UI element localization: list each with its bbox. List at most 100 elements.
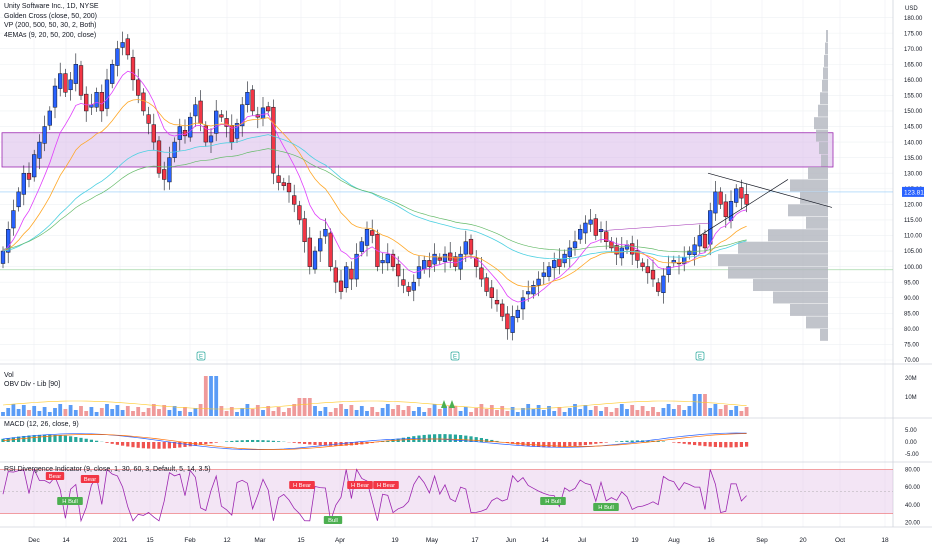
macd-histogram-bar — [745, 442, 749, 447]
candle-up — [120, 42, 125, 48]
macd-histogram-bar — [724, 442, 728, 448]
time-tick-label: 12 — [223, 537, 231, 544]
macd-histogram-bar — [568, 442, 572, 447]
macd-histogram-bar — [303, 442, 307, 444]
macd-histogram-bar — [459, 435, 463, 442]
time-tick-label: Aug — [668, 537, 680, 544]
volume-bar-up — [458, 411, 463, 416]
vol-tick-label: 10M — [905, 395, 917, 401]
indicator-volume-profile[interactable]: VP (200, 500, 50, 30, 2, Both) — [4, 22, 97, 29]
volume-bar-down — [198, 404, 203, 416]
volume-bar-down — [219, 406, 224, 416]
macd-histogram-bar — [245, 440, 249, 442]
candle-down — [494, 299, 500, 305]
macd-histogram-bar — [63, 435, 67, 442]
candle-down — [328, 232, 333, 267]
candle-up — [214, 110, 219, 134]
macd-histogram-bar — [719, 442, 723, 448]
macd-histogram-bar — [105, 442, 109, 443]
macd-histogram-bar — [656, 441, 660, 442]
price-tick-label: 180.00 — [904, 16, 923, 22]
volume-bar-down — [203, 376, 208, 416]
macd-histogram-bar — [266, 440, 270, 442]
volume-bar-down — [401, 410, 406, 416]
macd-histogram-bar — [469, 436, 473, 442]
time-tick-label: 2021 — [113, 537, 128, 544]
macd-histogram-bar — [708, 442, 712, 447]
volume-bar-up — [89, 407, 94, 416]
volume-bar-up — [94, 412, 99, 416]
volume-bar-up — [323, 407, 328, 416]
indicator-4emas[interactable]: 4EMAs (9, 20, 50, 200, close) — [4, 31, 97, 39]
time-tick-label: 14 — [62, 537, 70, 544]
candle-up — [47, 110, 52, 126]
volume-profile-bar — [820, 328, 828, 341]
volume-bar-up — [53, 408, 57, 416]
macd-histogram-bar — [292, 442, 296, 443]
candle-down — [63, 73, 68, 93]
volume-bar-up — [547, 406, 551, 416]
volume-bar-down — [614, 408, 619, 416]
ema9-line — [2, 70, 747, 303]
volume-bar-up — [68, 405, 73, 416]
price-tick-label: 100.00 — [904, 265, 923, 271]
volume-bar-down — [479, 404, 484, 416]
last-price-label: 123.81 — [904, 189, 924, 196]
candle-up — [734, 188, 739, 203]
volume-bar-down — [27, 410, 31, 416]
price-tick-label: 70.00 — [904, 358, 920, 364]
macd-histogram-bar — [308, 442, 312, 445]
candle-up — [0, 250, 6, 264]
candle-up — [318, 238, 323, 252]
macd-histogram-bar — [178, 442, 182, 448]
macd-histogram-bar — [27, 435, 31, 442]
candle-up — [567, 247, 572, 257]
volume-bar-up — [531, 409, 536, 416]
macd-histogram-bar — [95, 440, 99, 442]
macd-histogram-bar — [74, 437, 78, 442]
macd-histogram-bar — [37, 434, 41, 442]
volume-bar-down — [136, 407, 141, 416]
candle-up — [58, 73, 63, 89]
candle-up — [380, 260, 385, 264]
macd-histogram-bar — [344, 442, 348, 446]
volume-bar-up — [120, 410, 125, 416]
ema200-line — [2, 148, 747, 253]
candle-up — [416, 266, 422, 279]
macd-histogram-bar — [599, 442, 603, 444]
volume-profile-bar — [790, 179, 828, 192]
volume-profile-bar — [823, 67, 828, 80]
obv-pane-label: OBV Div - Lib [90] — [4, 381, 61, 388]
volume-bar-down — [157, 409, 161, 416]
candle-down — [130, 57, 136, 81]
volume-bar-down — [79, 406, 83, 416]
volume-bar-down — [131, 411, 135, 416]
macd-histogram-bar — [209, 442, 213, 444]
volume-bar-down — [593, 406, 598, 416]
time-tick-label: 19 — [391, 537, 399, 544]
volume-bar-down — [151, 404, 156, 416]
volume-bar-up — [47, 412, 52, 416]
macd-histogram-bar — [188, 442, 192, 447]
candle-down — [26, 172, 32, 180]
price-tick-label: 160.00 — [904, 78, 923, 84]
macd-histogram-bar — [271, 440, 275, 442]
volume-bar-up — [588, 410, 593, 416]
candle-down — [604, 231, 609, 242]
volume-bar-up — [521, 408, 525, 416]
volume-bar-down — [287, 408, 291, 416]
time-tick-label: 15 — [297, 537, 305, 544]
macd-histogram-bar — [739, 442, 743, 448]
candle-up — [208, 135, 214, 143]
volume-bar-up — [697, 394, 702, 416]
indicator-golden-cross[interactable]: Golden Cross (close, 50, 200) — [4, 12, 97, 20]
vol-pane-label: Vol — [4, 372, 14, 379]
macd-histogram-bar — [625, 440, 629, 442]
time-tick-label: Oct — [835, 537, 845, 544]
volume-bar-down — [739, 411, 744, 416]
time-tick-label: 16 — [707, 537, 715, 544]
macd-histogram-bar — [563, 442, 567, 448]
macd-histogram-bar — [225, 441, 229, 442]
volume-bar-down — [609, 412, 614, 416]
